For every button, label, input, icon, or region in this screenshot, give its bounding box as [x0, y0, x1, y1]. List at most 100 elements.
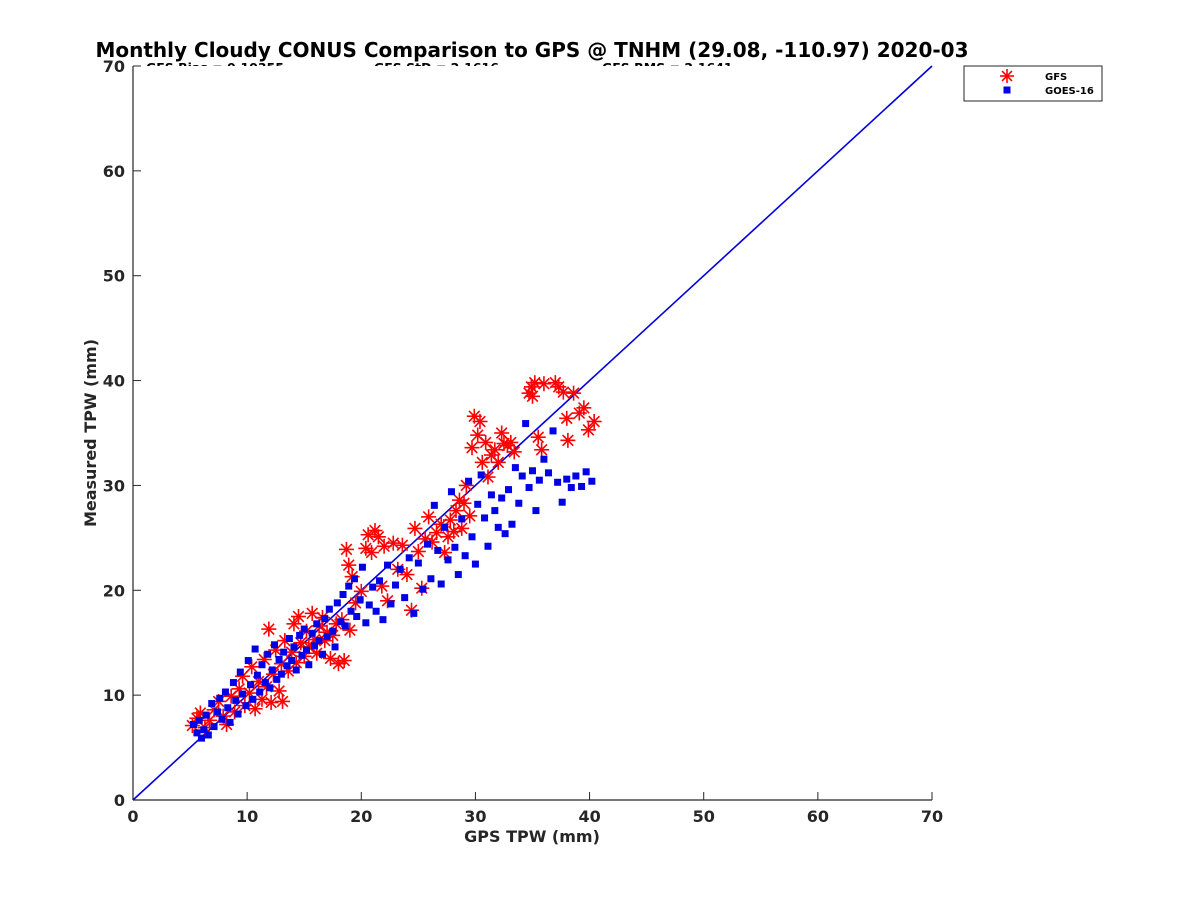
- goes16-point: [474, 500, 482, 508]
- goes16-point: [384, 561, 392, 569]
- goes16-point: [494, 523, 502, 531]
- y-tick-label: 30: [103, 476, 125, 495]
- goes16-point: [419, 585, 427, 593]
- gfs-point: [586, 413, 602, 429]
- goes16-point: [350, 575, 358, 583]
- goes16-point: [477, 471, 485, 479]
- data-points: [184, 375, 602, 742]
- goes16-point: [529, 467, 536, 475]
- x-tick-label: 50: [693, 807, 715, 826]
- goes16-point: [392, 581, 400, 589]
- goes16-point: [532, 507, 540, 515]
- goes16-point: [468, 533, 476, 541]
- goes16-point: [292, 666, 300, 674]
- goes16-point: [353, 613, 361, 620]
- goes16-point: [253, 671, 261, 679]
- gfs-point: [490, 454, 506, 470]
- gfs-point: [446, 524, 462, 540]
- y-tick-label: 0: [114, 791, 125, 810]
- legend: GFS GOES-16: [963, 65, 1103, 102]
- goes16-point: [202, 711, 210, 719]
- gfs-point: [291, 609, 307, 624]
- axis-ticks: 0 10 20 30 40 50 60 70 0 10 20 30 40 50 60 70: [103, 57, 943, 826]
- gfs-point: [370, 529, 386, 545]
- gfs-point: [478, 434, 494, 450]
- x-tick-label: 40: [578, 807, 600, 826]
- legend-goes16-marker: [1003, 86, 1011, 94]
- goes16-point: [232, 696, 240, 704]
- goes16-point: [427, 575, 435, 583]
- goes16-point: [540, 455, 548, 463]
- goes16-point: [333, 599, 341, 607]
- gfs-point: [410, 543, 426, 559]
- gfs-point: [407, 520, 423, 536]
- goes16-point: [271, 641, 279, 649]
- gfs-point: [429, 525, 445, 541]
- goes16-point: [321, 615, 329, 623]
- goes16-point: [318, 650, 326, 658]
- goes16-point: [280, 648, 288, 656]
- goes16-point: [572, 472, 580, 480]
- goes16-point: [244, 657, 252, 665]
- goes16-point: [454, 571, 462, 579]
- goes16-point: [563, 475, 571, 483]
- goes16-point: [288, 657, 296, 665]
- y-tick-label: 40: [103, 372, 125, 391]
- gfs-point: [555, 384, 571, 400]
- goes16-point: [268, 666, 276, 674]
- goes16-point: [229, 679, 237, 687]
- y-tick-label: 60: [103, 162, 125, 181]
- gfs-point: [576, 400, 592, 416]
- goes16-point: [323, 632, 331, 640]
- goes16-point: [451, 543, 459, 551]
- gfs-point: [271, 683, 287, 699]
- gfs-point: [394, 537, 410, 553]
- goes16-point: [578, 482, 586, 490]
- goes16-point: [218, 715, 226, 723]
- goes16-point: [505, 486, 513, 494]
- goes16-point: [511, 464, 519, 472]
- gfs-point: [275, 693, 291, 709]
- gfs-point: [559, 410, 575, 426]
- gfs-point: [322, 650, 338, 666]
- goes16-point: [379, 616, 387, 624]
- goes16-point: [273, 675, 281, 683]
- goes16-point: [405, 554, 413, 562]
- goes16-point: [414, 559, 422, 567]
- goes16-point: [554, 478, 562, 486]
- gfs-point: [454, 520, 470, 536]
- x-tick-label: 20: [350, 807, 372, 826]
- gfs-point: [247, 701, 263, 717]
- goes16-point: [256, 688, 264, 696]
- goes16-point: [544, 469, 552, 477]
- gfs-point: [304, 605, 320, 621]
- goes16-point: [471, 560, 479, 568]
- goes16-point: [491, 507, 499, 515]
- legend-label: GFS: [1045, 72, 1067, 83]
- gfs-point: [421, 509, 437, 525]
- goes16-point: [515, 499, 523, 507]
- gfs-point: [263, 694, 279, 710]
- goes16-point: [345, 582, 353, 590]
- gfs-point: [235, 668, 251, 684]
- y-tick-label: 50: [103, 267, 125, 286]
- gfs-point: [472, 413, 488, 429]
- goes16-point: [387, 600, 395, 608]
- goes16-point: [498, 494, 506, 502]
- goes16-point: [481, 514, 489, 522]
- gfs-point: [399, 567, 415, 583]
- y-tick-label: 10: [103, 686, 125, 705]
- gfs-point: [534, 442, 550, 458]
- goes16-point: [264, 650, 272, 658]
- goes16-point: [283, 662, 291, 670]
- goes16-point: [277, 670, 285, 678]
- goes16-point: [447, 488, 455, 496]
- goes16-point: [441, 523, 449, 531]
- goes16-point: [266, 684, 274, 692]
- goes16-point: [189, 721, 197, 729]
- goes16-point: [261, 679, 269, 687]
- goes16-point: [210, 723, 218, 731]
- series-goes-16: [189, 420, 596, 742]
- goes16-point: [423, 540, 431, 548]
- gfs-point: [580, 422, 596, 438]
